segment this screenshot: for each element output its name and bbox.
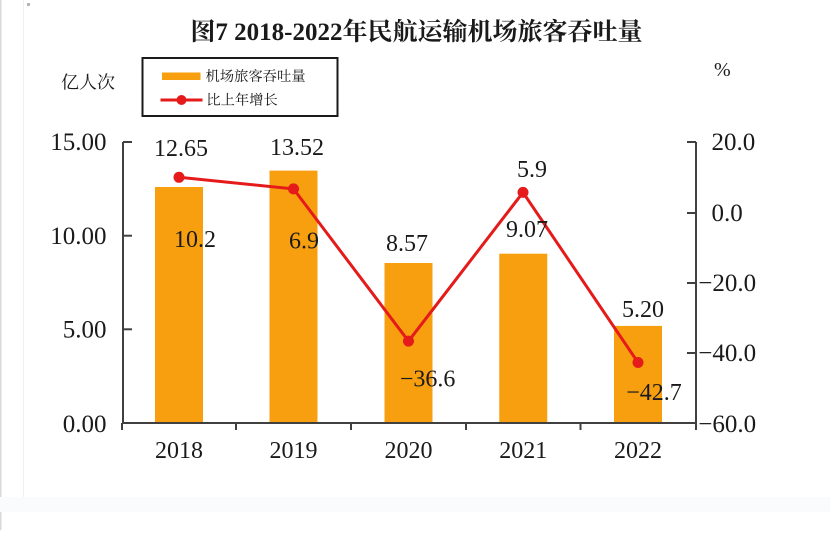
svg-text:5.9: 5.9	[517, 157, 547, 183]
svg-text:−40.0: −40.0	[698, 340, 756, 367]
svg-text:10.2: 10.2	[174, 227, 216, 253]
svg-text:8.57: 8.57	[386, 231, 428, 257]
svg-text:−60.0: −60.0	[698, 411, 756, 438]
svg-text:5.20: 5.20	[622, 297, 664, 323]
svg-text:5.00: 5.00	[63, 317, 107, 344]
svg-text:20.0: 20.0	[712, 129, 756, 156]
svg-text:0.00: 0.00	[63, 411, 107, 438]
svg-text:2021: 2021	[499, 438, 547, 464]
svg-text:13.52: 13.52	[270, 135, 324, 161]
svg-text:−42.7: −42.7	[626, 380, 682, 406]
svg-text:6.9: 6.9	[289, 229, 319, 255]
svg-text:9.07: 9.07	[506, 217, 548, 243]
svg-text:0.0: 0.0	[712, 200, 743, 227]
svg-text:2019: 2019	[270, 438, 318, 464]
svg-text:7 2018-2022: 7 2018-2022	[215, 19, 342, 46]
svg-text:12.65: 12.65	[154, 136, 208, 162]
svg-text:%: %	[714, 59, 731, 81]
svg-text:−36.6: −36.6	[400, 367, 456, 393]
svg-text:15.00: 15.00	[50, 129, 106, 156]
svg-text:2020: 2020	[385, 438, 433, 464]
svg-text:2018: 2018	[155, 438, 203, 464]
svg-text:2022: 2022	[614, 438, 662, 464]
svg-text:10.00: 10.00	[50, 223, 106, 250]
svg-text:−20.0: −20.0	[698, 270, 756, 297]
